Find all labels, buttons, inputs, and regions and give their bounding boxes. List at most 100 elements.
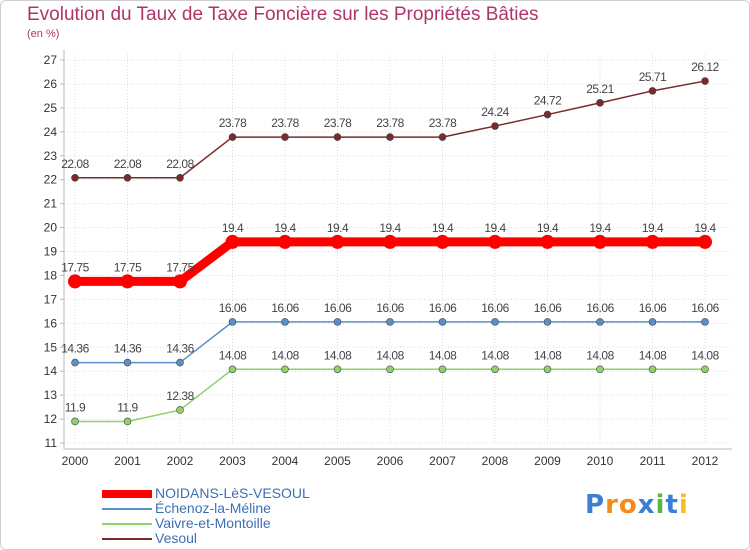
data-label: 16.06 — [429, 301, 457, 315]
data-point — [71, 358, 79, 367]
data-label: 14.36 — [61, 342, 89, 356]
logo-letter: i — [678, 490, 689, 520]
x-tick-label: 2000 — [62, 454, 89, 468]
proxiti-logo: Proxiti — [585, 490, 689, 520]
data-point — [438, 318, 447, 326]
data-point — [698, 234, 712, 249]
y-tick-label: 16 — [44, 316, 58, 330]
x-tick-label: 2001 — [114, 454, 141, 468]
data-label: 14.08 — [429, 348, 457, 362]
data-point — [281, 133, 289, 141]
data-label: 19.4 — [327, 221, 349, 235]
data-point — [383, 234, 397, 249]
data-point — [596, 365, 604, 374]
data-label: 14.08 — [376, 348, 404, 362]
y-tick-label: 25 — [44, 101, 58, 115]
logo-letter: x — [637, 490, 656, 520]
x-tick-label: 2003 — [219, 454, 246, 468]
data-label: 23.78 — [219, 116, 247, 130]
data-label: 14.08 — [219, 348, 247, 362]
data-point — [386, 365, 394, 374]
x-tick-label: 2008 — [482, 454, 509, 468]
data-label: 16.06 — [691, 301, 719, 315]
y-tick-label: 17 — [44, 292, 58, 306]
data-label: 19.4 — [484, 221, 506, 235]
legend-swatch — [102, 538, 152, 540]
data-point — [596, 318, 604, 326]
data-label: 24.72 — [534, 94, 562, 108]
legend-label: NOIDANS-LèS-VESOUL — [155, 485, 310, 501]
data-label: 14.08 — [324, 348, 352, 362]
data-point — [176, 173, 184, 182]
x-tick-label: 2002 — [167, 454, 194, 468]
y-tick-label: 21 — [44, 197, 58, 211]
data-point — [491, 122, 499, 130]
data-point — [491, 365, 499, 374]
data-point — [645, 234, 660, 249]
data-point — [176, 358, 184, 367]
y-tick-label: 19 — [44, 245, 58, 259]
data-label: 14.08 — [271, 348, 299, 362]
data-label: 17.75 — [114, 260, 142, 274]
data-label: 14.36 — [114, 342, 142, 356]
data-point — [176, 406, 184, 414]
data-point — [120, 274, 135, 289]
y-tick-label: 26 — [44, 77, 58, 91]
logo-letter: o — [618, 490, 638, 520]
data-label: 23.78 — [429, 116, 457, 130]
data-point — [228, 318, 237, 326]
y-tick-label: 27 — [44, 53, 58, 67]
data-point — [173, 274, 187, 289]
data-point — [386, 318, 394, 326]
legend-label: Échenoz-la-Méline — [155, 500, 271, 516]
x-tick-label: 2006 — [377, 454, 404, 468]
chart-title: Evolution du Taux de Taxe Foncière sur l… — [27, 4, 539, 25]
data-point — [701, 77, 709, 85]
data-label: 16.06 — [324, 301, 352, 315]
data-point — [593, 234, 607, 249]
data-point — [278, 234, 292, 249]
y-tick-label: 15 — [44, 340, 58, 354]
data-label: 23.78 — [324, 116, 352, 130]
data-point — [488, 234, 502, 249]
data-label: 16.06 — [271, 301, 299, 315]
data-label: 16.06 — [481, 301, 509, 315]
logo-letter: P — [585, 490, 606, 520]
data-label: 24.24 — [481, 105, 509, 119]
x-tick-label: 2007 — [429, 454, 456, 468]
data-point — [438, 133, 447, 141]
data-label: 17.75 — [61, 260, 89, 274]
data-point — [71, 417, 79, 426]
data-label: 22.08 — [61, 157, 89, 171]
legend-swatch — [102, 523, 152, 525]
data-label: 25.71 — [639, 70, 667, 84]
y-tick-label: 23 — [44, 149, 58, 163]
data-label: 11.9 — [117, 400, 138, 414]
legend-swatch — [102, 508, 152, 510]
data-point — [330, 234, 345, 249]
data-point — [648, 318, 657, 326]
data-point — [491, 318, 499, 326]
data-point — [228, 365, 237, 374]
x-tick-label: 2010 — [587, 454, 614, 468]
data-label: 14.08 — [586, 348, 614, 362]
data-label: 17.75 — [166, 260, 194, 274]
data-point — [123, 417, 132, 426]
data-label: 16.06 — [534, 301, 562, 315]
y-tick-label: 12 — [44, 412, 58, 426]
data-label: 11.9 — [65, 400, 86, 414]
data-point — [701, 365, 709, 374]
data-point — [281, 318, 289, 326]
data-label: 14.08 — [639, 348, 667, 362]
data-point — [435, 234, 450, 249]
data-point — [648, 365, 657, 374]
data-label: 19.4 — [222, 221, 244, 235]
data-point — [543, 365, 552, 374]
data-label: 19.4 — [537, 221, 559, 235]
data-label: 19.4 — [589, 221, 611, 235]
logo-letter: i — [655, 490, 666, 520]
data-point — [540, 234, 555, 249]
x-tick-label: 2009 — [534, 454, 561, 468]
data-label: 14.36 — [166, 342, 194, 356]
